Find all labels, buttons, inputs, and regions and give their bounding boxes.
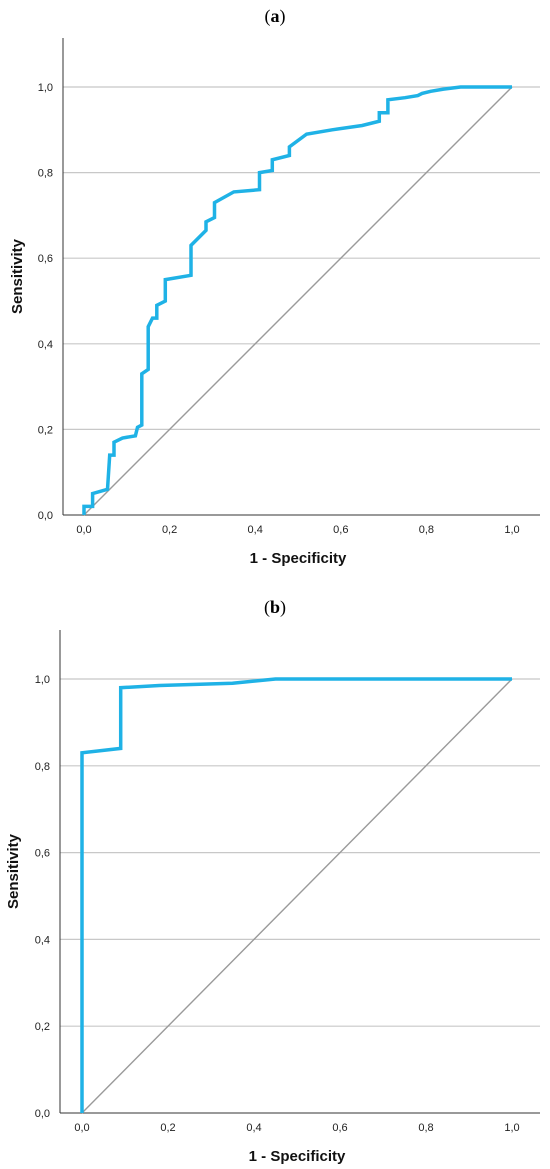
- chart-1-y-tick-label: 0,6: [35, 848, 50, 860]
- chart-1-x-tick-label: 0,4: [246, 1122, 261, 1134]
- chart-0-x-tick-label: 1,0: [504, 524, 519, 536]
- chart-0-y-tick-label: 0,6: [38, 253, 53, 265]
- panel-letter-a: a: [270, 6, 280, 26]
- chart-1-x-tick-label: 0,6: [332, 1122, 347, 1134]
- chart-0-y-axis-title: Sensitivity: [9, 238, 26, 314]
- roc-chart-a: 0,0 0,2 0,4 0,6 0,8 1,0 0,0 0,2 0,4 0,6 0,8 1,0 1 - …: [9, 38, 540, 567]
- chart-0-reference-diagonal: [83, 86, 513, 516]
- panel-label-b: (b): [263, 597, 286, 617]
- chart-1-y-axis-title: Sensitivity: [5, 833, 22, 909]
- chart-0-x-tick-label: 0,0: [76, 524, 91, 536]
- roc-chart-b: 0,0 0,2 0,4 0,6 0,8 1,0 0,0 0,2 0,4 0,6 0,8 1,0 1 - …: [5, 630, 540, 1165]
- chart-1-x-axis-title: 1 - Specificity: [249, 1148, 346, 1165]
- chart-1-y-tick-label: 1,0: [35, 674, 50, 686]
- chart-0-x-axis-title: 1 - Specificity: [250, 550, 347, 567]
- chart-0-y-tick-label: 1,0: [38, 82, 53, 94]
- chart-0-y-tick-label: 0,8: [38, 168, 53, 180]
- chart-1-x-tick-label: 0,8: [418, 1122, 433, 1134]
- panel-letter-b: b: [269, 597, 280, 617]
- chart-0-y-tick-label: 0,0: [38, 510, 53, 522]
- chart-1-y-tick-label: 0,2: [35, 1021, 50, 1033]
- chart-0-y-tick-label: 0,2: [38, 424, 53, 436]
- panel-label-a: (a): [264, 6, 286, 26]
- chart-0-x-tick-label: 0,2: [162, 524, 177, 536]
- chart-1-reference-diagonal: [81, 678, 513, 1114]
- chart-1-x-tick-label: 0,0: [74, 1122, 89, 1134]
- chart-0-y-tick-label: 0,4: [38, 339, 53, 351]
- chart-1-roc-curve: [80, 677, 512, 1113]
- chart-0-x-tick-label: 0,4: [248, 524, 263, 536]
- chart-0-x-tick-label: 0,6: [333, 524, 348, 536]
- chart-1-x-tick-label: 1,0: [504, 1122, 519, 1134]
- chart-0-roc-curve: [82, 85, 512, 515]
- chart-1-y-tick-label: 0,0: [35, 1108, 50, 1120]
- chart-1-y-tick-label: 0,4: [35, 934, 50, 946]
- chart-1-y-tick-label: 0,8: [35, 761, 50, 773]
- chart-1-x-tick-label: 0,2: [160, 1122, 175, 1134]
- chart-0-x-tick-label: 0,8: [419, 524, 434, 536]
